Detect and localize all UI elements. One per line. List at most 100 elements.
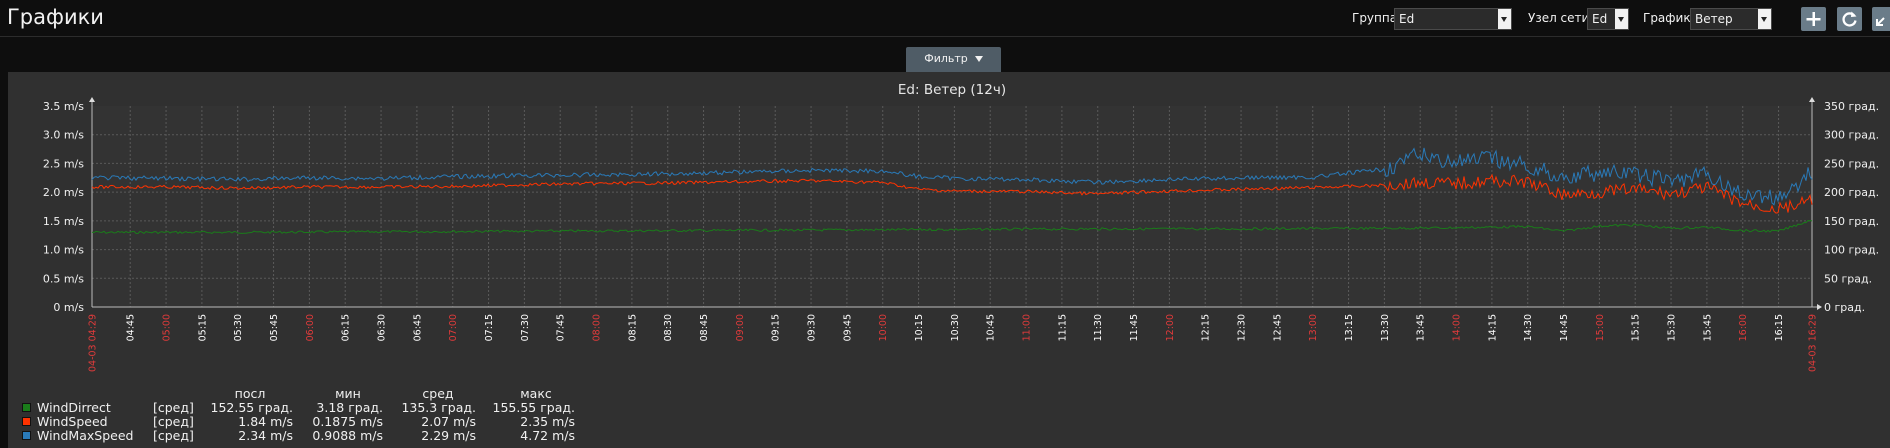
legend-value-avg: 2.07 m/s: [421, 414, 476, 429]
plus-icon: [1806, 12, 1821, 26]
chevron-down-icon: [1615, 9, 1628, 29]
legend-value-last: 2.34 m/s: [238, 428, 293, 443]
y-left-tick-label: 2.0 m/s: [43, 186, 84, 199]
x-tick-label: 11:00: [1022, 314, 1033, 341]
legend-value-last: 1.84 m/s: [238, 414, 293, 429]
legend-func: [сред]: [153, 428, 194, 443]
caret-down-icon: [974, 56, 983, 62]
wind-chart: Ed: Ветер (12ч) 0 m/s 0 град. 0.5 m/s 50 гра…: [43, 82, 1879, 372]
add-button[interactable]: [1801, 7, 1826, 31]
graph-label: График: [1643, 11, 1691, 25]
y-left-tick-label: 1.0 m/s: [43, 244, 84, 257]
x-tick-label: 13:45: [1416, 314, 1427, 341]
x-axis-arrow: [1817, 304, 1822, 310]
x-tick-label: 15:15: [1631, 314, 1642, 341]
series-line-winddirrect: [91, 219, 1813, 235]
filter-label: Фильтр: [924, 52, 968, 65]
x-tick-label: 10:15: [914, 314, 925, 341]
legend-header-last: посл: [234, 386, 266, 401]
legend-series-name: WindDirrect: [37, 400, 111, 415]
graph-select[interactable]: Ветер: [1690, 8, 1772, 30]
x-tick-label: 12:15: [1201, 314, 1212, 341]
x-tick-label: 07:00: [448, 314, 459, 341]
x-end-label: 04-03 16:29: [1808, 314, 1819, 372]
legend-swatch: [22, 417, 31, 426]
legend-swatch: [22, 403, 31, 412]
page-header: Графики Группа Ed Узел сети Ed График Ве…: [0, 0, 1890, 37]
legend-func: [сред]: [153, 414, 194, 429]
x-tick-label: 06:15: [341, 314, 352, 341]
y-left-axis-arrow: [89, 97, 95, 102]
legend-value-max: 2.35 m/s: [520, 414, 575, 429]
x-tick-label: 11:45: [1129, 314, 1140, 341]
x-tick-label: 14:45: [1559, 314, 1570, 341]
legend-value-min: 0.1875 m/s: [312, 414, 383, 429]
x-tick-label: 05:45: [269, 314, 280, 341]
x-tick-label: 08:30: [663, 314, 674, 341]
x-tick-label: 10:00: [878, 314, 889, 341]
x-tick-label: 11:30: [1093, 314, 1104, 341]
refresh-icon: [1842, 11, 1857, 27]
x-start-label: 04-03 04:29: [88, 314, 99, 372]
graph-select-value: Ветер: [1695, 12, 1733, 26]
y-right-tick-label: 0 град.: [1824, 301, 1865, 314]
x-tick-label: 13:00: [1308, 314, 1319, 341]
x-tick-label: 08:15: [627, 314, 638, 341]
x-tick-label: 10:30: [950, 314, 961, 341]
chevron-down-icon: [1758, 9, 1771, 29]
legend-header-avg: сред: [422, 386, 454, 401]
x-tick-label: 12:30: [1237, 314, 1248, 341]
x-tick-label: 08:45: [699, 314, 710, 341]
x-tick-label: 06:00: [305, 314, 316, 341]
y-left-tick-label: 1.5 m/s: [43, 215, 84, 228]
legend-swatch: [22, 431, 31, 440]
legend-series-name: WindSpeed: [37, 414, 108, 429]
x-tick-label: 12:00: [1165, 314, 1176, 341]
y-right-tick-label: 250 град.: [1824, 157, 1879, 170]
x-tick-label: 14:30: [1523, 314, 1534, 341]
host-select[interactable]: Ed: [1587, 8, 1629, 30]
legend-header-max: макс: [520, 386, 552, 401]
y-left-tick-label: 3.5 m/s: [43, 100, 84, 113]
host-select-value: Ed: [1592, 12, 1608, 26]
y-right-tick-label: 100 град.: [1824, 244, 1879, 257]
y-left-tick-label: 0.5 m/s: [43, 272, 84, 285]
x-tick-label: 12:45: [1272, 314, 1283, 341]
x-tick-label: 14:15: [1487, 314, 1498, 341]
x-tick-label: 16:15: [1774, 314, 1785, 341]
series-line-windspeed: [91, 173, 1813, 214]
fullscreen-button[interactable]: [1872, 7, 1890, 31]
x-tick-label: 09:00: [735, 314, 746, 341]
legend-value-last: 152.55 град.: [210, 400, 294, 415]
plot-area: [92, 106, 1812, 307]
legend-value-avg: 2.29 m/s: [421, 428, 476, 443]
x-tick-label: 05:15: [197, 314, 208, 341]
x-tick-label: 15:30: [1667, 314, 1678, 341]
refresh-button[interactable]: [1837, 7, 1862, 31]
legend-value-max: 4.72 m/s: [520, 428, 575, 443]
x-tick-label: 15:45: [1702, 314, 1713, 341]
y-right-tick-label: 350 град.: [1824, 100, 1879, 113]
x-tick-label: 09:30: [807, 314, 818, 341]
x-tick-label: 09:45: [842, 314, 853, 341]
host-label: Узел сети: [1528, 11, 1590, 25]
x-tick-label: 05:30: [233, 314, 244, 341]
y-left-tick-label: 2.5 m/s: [43, 157, 84, 170]
chart-title: Ed: Ветер (12ч): [898, 82, 1006, 98]
y-right-axis-arrow: [1809, 97, 1815, 102]
x-tick-label: 14:00: [1452, 314, 1463, 341]
y-right-tick-label: 50 град.: [1824, 272, 1872, 285]
x-tick-label: 07:15: [484, 314, 495, 341]
x-tick-label: 05:00: [162, 314, 173, 341]
group-select[interactable]: Ed: [1394, 8, 1512, 30]
x-tick-label: 16:00: [1738, 314, 1749, 341]
x-tick-label: 06:30: [377, 314, 388, 341]
legend-value-avg: 135.3 град.: [401, 400, 476, 415]
x-tick-label: 13:30: [1380, 314, 1391, 341]
series-line-windmaxspeed: [91, 147, 1813, 206]
graph-panel: Ed: Ветер (12ч) 0 m/s 0 град. 0.5 m/s 50 гра…: [8, 72, 1890, 448]
filter-toggle-button[interactable]: Фильтр: [906, 47, 1001, 72]
legend-header-min: мин: [335, 386, 361, 401]
x-tick-label: 15:00: [1595, 314, 1606, 341]
legend-value-min: 0.9088 m/s: [312, 428, 383, 443]
